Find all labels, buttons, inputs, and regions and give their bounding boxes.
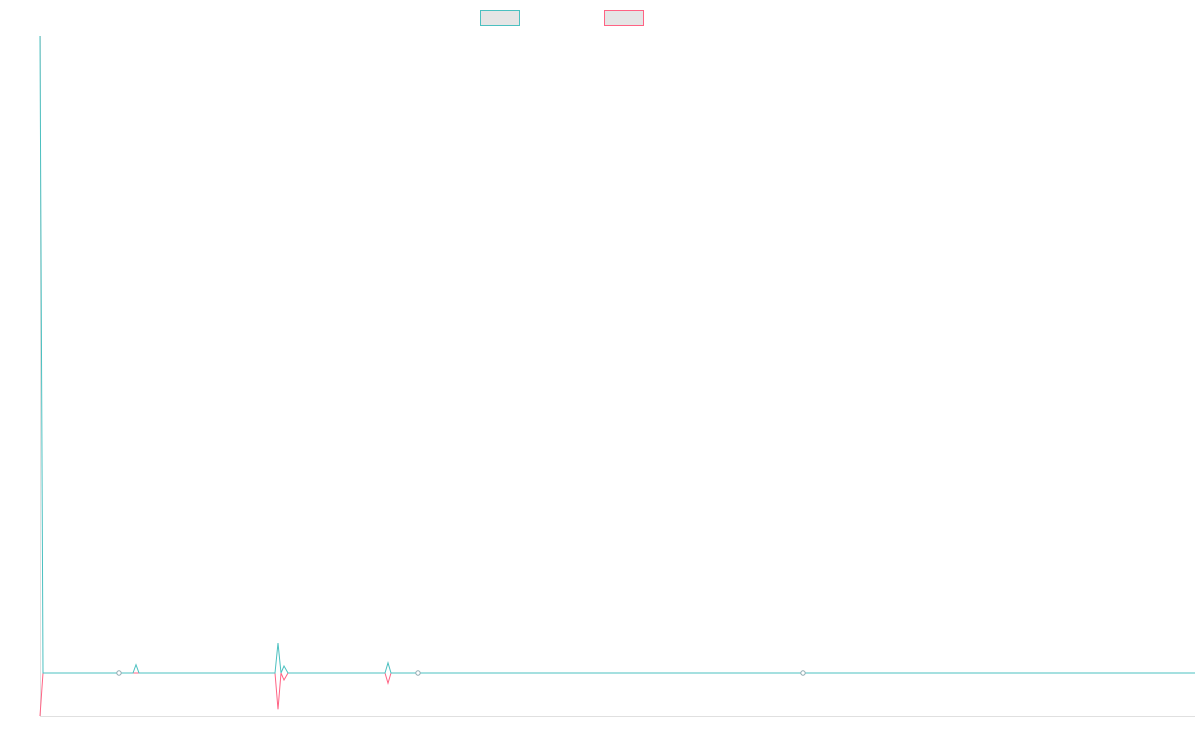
series-2-line xyxy=(39,672,1195,717)
data-point-marker[interactable] xyxy=(800,670,806,676)
data-point-marker[interactable] xyxy=(415,670,421,676)
legend-swatch-series-1[interactable] xyxy=(480,10,520,26)
series-1-line xyxy=(39,35,1195,674)
data-point-marker[interactable] xyxy=(116,670,122,676)
legend-swatch-series-2[interactable] xyxy=(604,10,644,26)
